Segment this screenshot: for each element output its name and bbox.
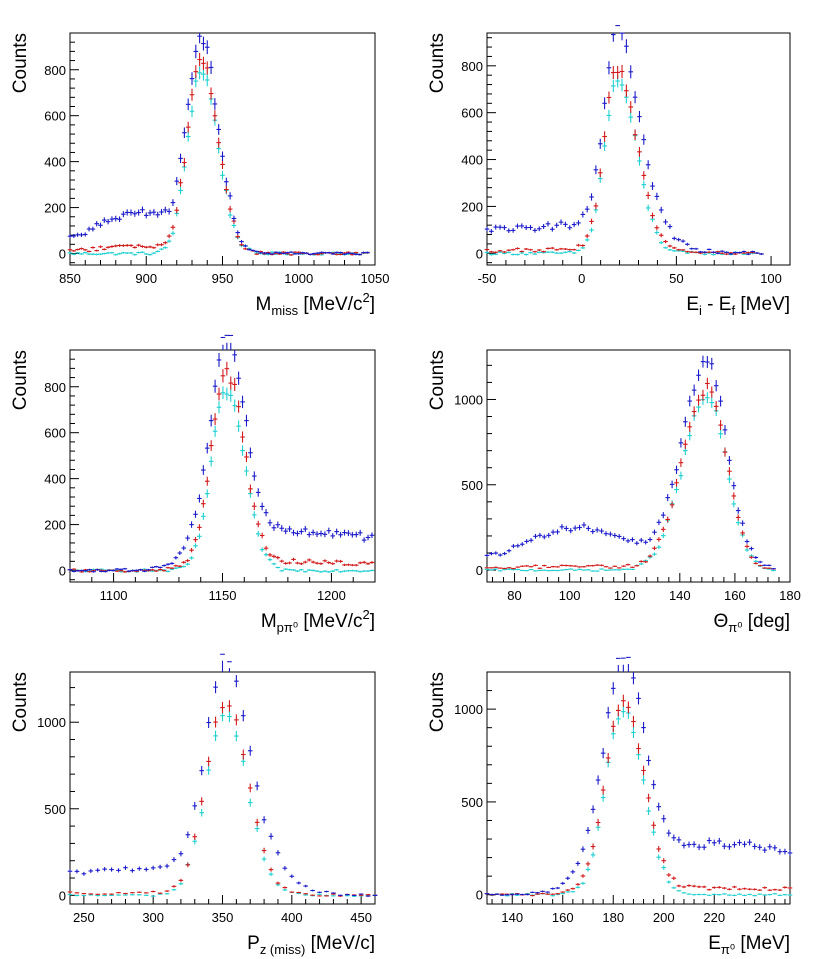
chart-panel: 80 100 120 140 160 180 0 500 1000 Counts Θπ⁰ [deg]: [427, 349, 801, 635]
series-cyan: [67, 386, 375, 573]
y-tick-label: 0: [476, 246, 483, 261]
series-blue: [67, 334, 375, 573]
y-axis-title: Counts: [10, 33, 31, 93]
y-tick-label: 0: [476, 563, 483, 578]
x-tick-label: 80: [507, 588, 521, 603]
x-tick-label: 180: [602, 910, 624, 925]
plot-frame: [69, 32, 376, 266]
y-tick-label: 1000: [37, 715, 66, 730]
series-cyan: [484, 392, 776, 572]
y-tick-label: 800: [44, 380, 66, 395]
plot-frame: [69, 349, 376, 583]
x-tick-label: 1150: [209, 588, 237, 603]
x-tick-label: 140: [501, 910, 523, 925]
x-tick-label: 100: [559, 588, 581, 603]
y-tick-label: 400: [44, 472, 66, 487]
x-axis-title: Pz (miss) [MeV/c]: [247, 933, 375, 957]
x-tick-label: 950: [212, 271, 234, 286]
series-red: [484, 64, 764, 256]
series-red: [67, 52, 370, 256]
chart-panel: 250 300 350 400 450 0 500 1000 Counts Pz (miss) […: [10, 653, 378, 957]
x-tick-label: 120: [614, 588, 636, 603]
chart-panel: 1100 1150 1200 0 200 400 600 800 Counts Mpπ⁰ [MeV…: [10, 334, 376, 635]
x-tick-label: 160: [724, 588, 746, 603]
y-tick-label: 800: [461, 59, 483, 74]
y-tick-label: 600: [44, 109, 66, 124]
series-blue: [484, 355, 776, 570]
series-cyan: [67, 710, 378, 897]
plot-frame: [486, 671, 791, 905]
x-axis-title: Eπ⁰ [MeV]: [708, 933, 790, 957]
y-axis-title: Counts: [427, 672, 448, 732]
x-tick-label: 1200: [317, 588, 346, 603]
x-axis-title: Mpπ⁰ [MeV/c2]: [261, 607, 375, 635]
y-axis-title: Counts: [10, 350, 31, 410]
y-tick-label: 0: [59, 564, 66, 579]
series-blue: [67, 653, 378, 897]
x-tick-label: 300: [142, 910, 164, 925]
y-tick-label: 600: [461, 106, 483, 121]
x-tick-label: 240: [754, 910, 776, 925]
series-red: [67, 700, 378, 897]
x-tick-label: 1100: [100, 588, 128, 603]
x-tick-label: 180: [779, 588, 801, 603]
series-cyan: [484, 705, 793, 897]
y-tick-label: 0: [59, 888, 66, 903]
y-tick-label: 200: [461, 199, 483, 214]
y-axis-title: Counts: [427, 33, 448, 93]
chart-panel: 140 160 180 200 220 240 0 500 1000 Counts Eπ⁰ [MeV…: [427, 656, 793, 957]
series-red: [484, 377, 776, 570]
y-tick-label: 600: [44, 426, 66, 441]
series-blue: [67, 33, 370, 256]
y-axis-title: Counts: [10, 672, 31, 732]
x-tick-label: 250: [73, 910, 95, 925]
x-tick-label: 140: [669, 588, 691, 603]
x-tick-label: 1050: [361, 271, 390, 286]
y-tick-label: 200: [44, 201, 66, 216]
y-tick-label: 200: [44, 518, 66, 533]
y-tick-label: 400: [44, 155, 66, 170]
x-axis-title: Θπ⁰ [deg]: [713, 611, 790, 635]
series-blue: [484, 656, 793, 896]
y-tick-label: 1000: [454, 392, 483, 407]
y-axis-title: Counts: [427, 350, 448, 410]
x-tick-label: 100: [760, 271, 782, 286]
x-tick-label: 450: [350, 910, 372, 925]
y-tick-label: 500: [461, 795, 483, 810]
x-tick-label: 0: [578, 271, 585, 286]
y-tick-label: 0: [476, 888, 483, 903]
y-tick-label: 1000: [454, 702, 483, 717]
y-tick-label: 800: [44, 63, 66, 78]
x-tick-label: 200: [653, 910, 675, 925]
plot-frame: [486, 32, 791, 266]
x-tick-label: 1000: [284, 271, 313, 286]
x-tick-label: -50: [478, 271, 497, 286]
x-axis-title: Ei - Ef [MeV]: [686, 294, 790, 318]
x-axis-title: Mmiss [MeV/c2]: [256, 290, 375, 318]
y-tick-label: 500: [44, 802, 66, 817]
series-cyan: [67, 66, 370, 256]
plot-frame: [486, 349, 791, 583]
chart-panel: 850 900 950 1000 1050 0 200 400 600 800 Counts Mmis…: [10, 32, 390, 318]
x-tick-label: 900: [135, 271, 157, 286]
x-tick-label: 160: [552, 910, 574, 925]
series-red: [67, 361, 375, 573]
y-tick-label: 400: [461, 153, 483, 168]
series-blue: [484, 25, 764, 256]
x-tick-label: 50: [669, 271, 683, 286]
y-tick-label: 0: [59, 247, 66, 262]
x-tick-label: 220: [703, 910, 725, 925]
chart-panel: -50 0 50 100 0 200 400 600 800 Counts Ei - Ef [MeV…: [427, 25, 791, 318]
y-tick-label: 500: [461, 478, 483, 493]
series-red: [484, 694, 793, 897]
x-tick-label: 350: [212, 910, 234, 925]
x-tick-label: 850: [59, 271, 81, 286]
x-tick-label: 400: [281, 910, 303, 925]
